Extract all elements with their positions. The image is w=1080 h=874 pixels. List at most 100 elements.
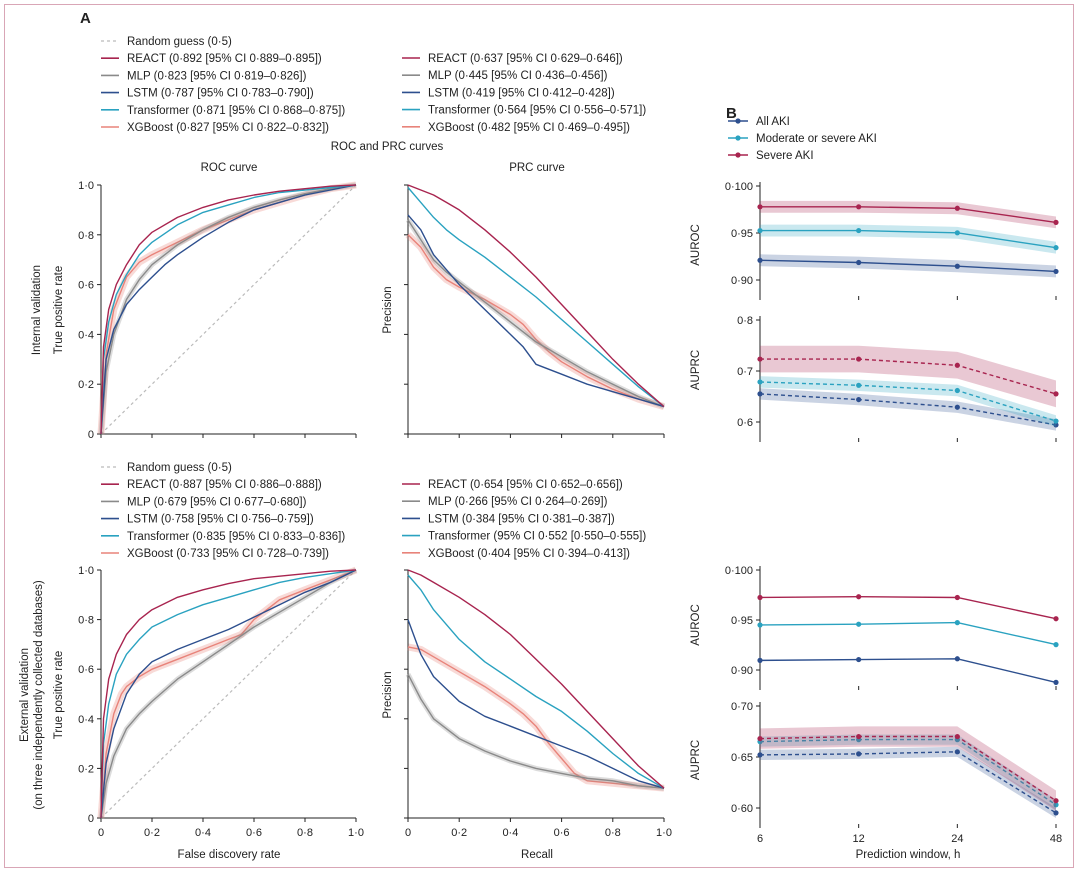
severe-legend-marker <box>735 152 741 158</box>
transformer-curve <box>100 184 357 435</box>
moderate-point <box>954 387 960 394</box>
roc-external-x-tick-label: 0 <box>98 827 104 839</box>
all_aki-point <box>856 656 862 663</box>
all_aki-point <box>954 656 960 662</box>
severe-point <box>856 733 862 740</box>
severe-point <box>1053 219 1059 225</box>
moderate-point <box>954 230 960 236</box>
severe-point <box>856 356 862 362</box>
auprc-label-internal: AUPRC <box>690 350 702 390</box>
roc-external-y-tick-label: 1·0 <box>78 565 94 577</box>
all_aki-line <box>759 259 1057 273</box>
react-curve <box>100 184 357 435</box>
transformer-curve <box>407 574 665 789</box>
severe-point <box>954 362 960 368</box>
roc-external-x-tick-label: 0·2 <box>144 827 160 839</box>
roc-external-x-tick-label: 0·6 <box>246 827 262 839</box>
all_aki-point <box>1053 810 1059 816</box>
all_aki-point <box>757 657 763 663</box>
xgboost-ci-band <box>405 232 665 410</box>
xgboost-legend-label: XGBoost (0·482 [95% CI 0·469–0·495]) <box>428 122 630 134</box>
external-databases-label: (on three independently collected databa… <box>33 580 45 810</box>
moderate-line <box>759 738 1057 806</box>
auprc-internal-y-tick-label: 0·6 <box>737 417 753 429</box>
severe-ci-band <box>760 345 1056 408</box>
precision-label-external: Precision <box>382 671 394 718</box>
auprc-internal-y-tick-label: 0·8 <box>737 315 753 327</box>
roc-external-y-tick-label: 0·4 <box>78 714 94 726</box>
moderate-point <box>856 621 862 627</box>
random-guess-line <box>100 569 357 819</box>
lstm-legend-label: LSTM (0·419 [95% CI 0·412–0·428]) <box>428 87 615 99</box>
precision-label-internal: Precision <box>382 286 394 333</box>
all_aki-ci-band <box>760 254 1056 278</box>
all_aki-point <box>954 404 960 410</box>
roc-internal-y-tick-label: 1·0 <box>78 180 94 192</box>
all_aki-ci-band <box>760 388 1056 431</box>
mlp-legend-label: MLP (0·679 [95% CI 0·677–0·680]) <box>127 496 307 508</box>
prc-external-x-tick-label: 0·8 <box>605 827 621 839</box>
auprc-internal-y-tick-label: 0·7 <box>737 366 753 378</box>
all_aki-point <box>1053 268 1059 275</box>
severe-point <box>954 733 960 740</box>
figure-frame <box>4 4 1074 868</box>
plots-layer: 00·20·40·60·81·0000·20·20·40·40·60·60·80… <box>78 36 1062 845</box>
mlp-curve <box>100 569 357 819</box>
moderate-point <box>757 227 763 234</box>
xgboost-legend-label: XGBoost (0·404 [95% CI 0·394–0·413]) <box>428 548 630 560</box>
auroc-internal-y-tick-label: 0·100 <box>725 181 753 193</box>
mlp-legend-label: MLP (0·823 [95% CI 0·819–0·826]) <box>127 70 307 82</box>
lstm-legend-label: LSTM (0·384 [95% CI 0·381–0·387]) <box>428 513 615 525</box>
all_aki-point <box>856 396 862 403</box>
all_aki-point <box>954 749 960 755</box>
roc-external-y-tick-label: 0·6 <box>78 664 94 676</box>
auprc-external-y-tick-label: 0·65 <box>731 752 753 764</box>
roc-title: ROC curve <box>201 162 258 174</box>
lstm-legend-label: LSTM (0·787 [95% CI 0·783–0·790]) <box>127 88 314 100</box>
severe-point <box>1053 798 1059 804</box>
xgboost-curve <box>407 234 665 408</box>
severe-point <box>856 204 862 210</box>
fdr-label: False discovery rate <box>178 849 281 861</box>
random-legend-label: Random guess (0·5) <box>127 462 232 474</box>
prc-external-x-tick-label: 0·6 <box>554 827 570 839</box>
moderate-line <box>759 381 1057 422</box>
prc-external-x-tick-label: 0 <box>405 827 411 839</box>
lstm-curve <box>407 619 665 789</box>
roc-external-y-tick-label: 0·2 <box>78 763 94 775</box>
severe-point <box>954 205 960 211</box>
all_aki-point <box>1053 422 1059 428</box>
react-legend-label: REACT (0·637 [95% CI 0·629–0·646]) <box>428 53 623 65</box>
react-legend-label: REACT (0·892 [95% CI 0·889–0·895]) <box>127 53 322 65</box>
moderate-line <box>759 621 1057 646</box>
roc-prc-heading: ROC and PRC curves <box>331 141 444 153</box>
severe-line <box>760 358 1057 395</box>
auprc-external-x-tick-label: 12 <box>853 833 865 845</box>
transformer-legend-label: Transformer (0·871 [95% CI 0·868–0·875]) <box>127 105 345 117</box>
roc-internal-y-tick-label: 0·4 <box>78 329 94 341</box>
tpr-label-external: True positive rate <box>53 651 65 739</box>
react-curve <box>407 569 665 789</box>
all_aki-point <box>856 259 862 266</box>
severe-point <box>757 204 763 210</box>
moderate-legend-marker <box>735 135 741 141</box>
prc-external-x-tick-label: 1·0 <box>656 827 672 839</box>
moderate-point <box>856 227 862 234</box>
all_aki-ci-band <box>760 746 1056 818</box>
prc-external-x-tick-label: 0·4 <box>502 827 518 839</box>
auprc-external-x-tick-label: 24 <box>951 833 963 845</box>
mlp-curve <box>407 673 665 789</box>
prediction-window-label: Prediction window, h <box>856 849 961 861</box>
severe-point <box>1053 616 1059 622</box>
xgboost-legend-label: XGBoost (0·733 [95% CI 0·728–0·739]) <box>127 548 329 560</box>
moderate-line <box>760 229 1057 249</box>
lstm-curve <box>100 184 357 435</box>
severe-point <box>954 594 960 601</box>
auprc-external-y-tick-label: 0·60 <box>731 803 753 815</box>
all_aki-point <box>757 391 763 397</box>
panel-b-label: B <box>726 105 737 122</box>
severe-ci-band <box>760 726 1056 811</box>
auprc-external-x-tick-label: 6 <box>757 833 763 845</box>
all_aki-point <box>954 263 960 269</box>
